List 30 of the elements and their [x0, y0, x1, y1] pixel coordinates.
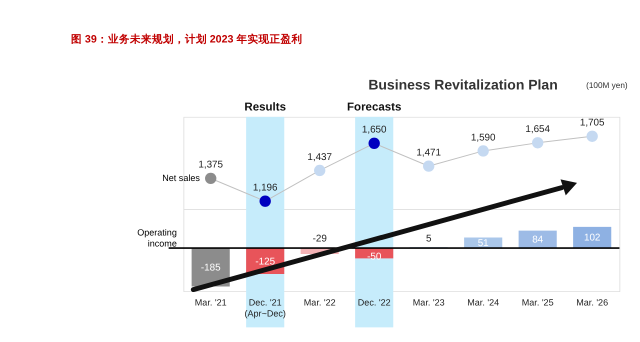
- data-label: 1,196: [252, 182, 278, 194]
- x-tick-label: Dec. '22: [358, 298, 391, 308]
- data-label: 84: [532, 234, 544, 246]
- data-label: 1,705: [580, 118, 606, 129]
- chart-subtitle: Business Revitalization Plan: [368, 76, 558, 93]
- data-label: -185: [200, 262, 222, 274]
- data-label: 1,437: [307, 152, 332, 163]
- x-tick-label: Dec. '21 (Apr~Dec): [244, 298, 286, 318]
- data-label: 51: [478, 238, 489, 250]
- x-tick-label: Mar. '25: [522, 298, 554, 308]
- data-label: -125: [255, 256, 276, 268]
- series-label: Net sales: [162, 172, 200, 183]
- x-tick-label: Mar. '26: [576, 298, 608, 308]
- data-label: 1,471: [416, 147, 442, 158]
- data-label: 102: [584, 232, 600, 244]
- x-tick-label: Mar. '23: [412, 298, 445, 308]
- data-label: 5: [426, 233, 432, 244]
- x-tick-label: Mar. '24: [467, 298, 500, 308]
- x-tick-label: Mar. '22: [304, 298, 336, 308]
- band-label: Forecasts: [347, 101, 402, 114]
- x-tick-label: Mar. '21: [194, 298, 227, 308]
- series-label: Operating income: [137, 228, 177, 248]
- chart-title: 图 39：业务未来规划，计划 2023 年实现正盈利: [70, 32, 302, 46]
- data-label: -29: [312, 233, 328, 244]
- data-label: 1,654: [525, 124, 551, 136]
- data-label: 1,650: [362, 124, 388, 136]
- text: (100M yen): [586, 81, 628, 90]
- data-label: 1,590: [470, 132, 496, 144]
- band-label: Results: [244, 101, 286, 114]
- data-label: 1,375: [198, 160, 224, 171]
